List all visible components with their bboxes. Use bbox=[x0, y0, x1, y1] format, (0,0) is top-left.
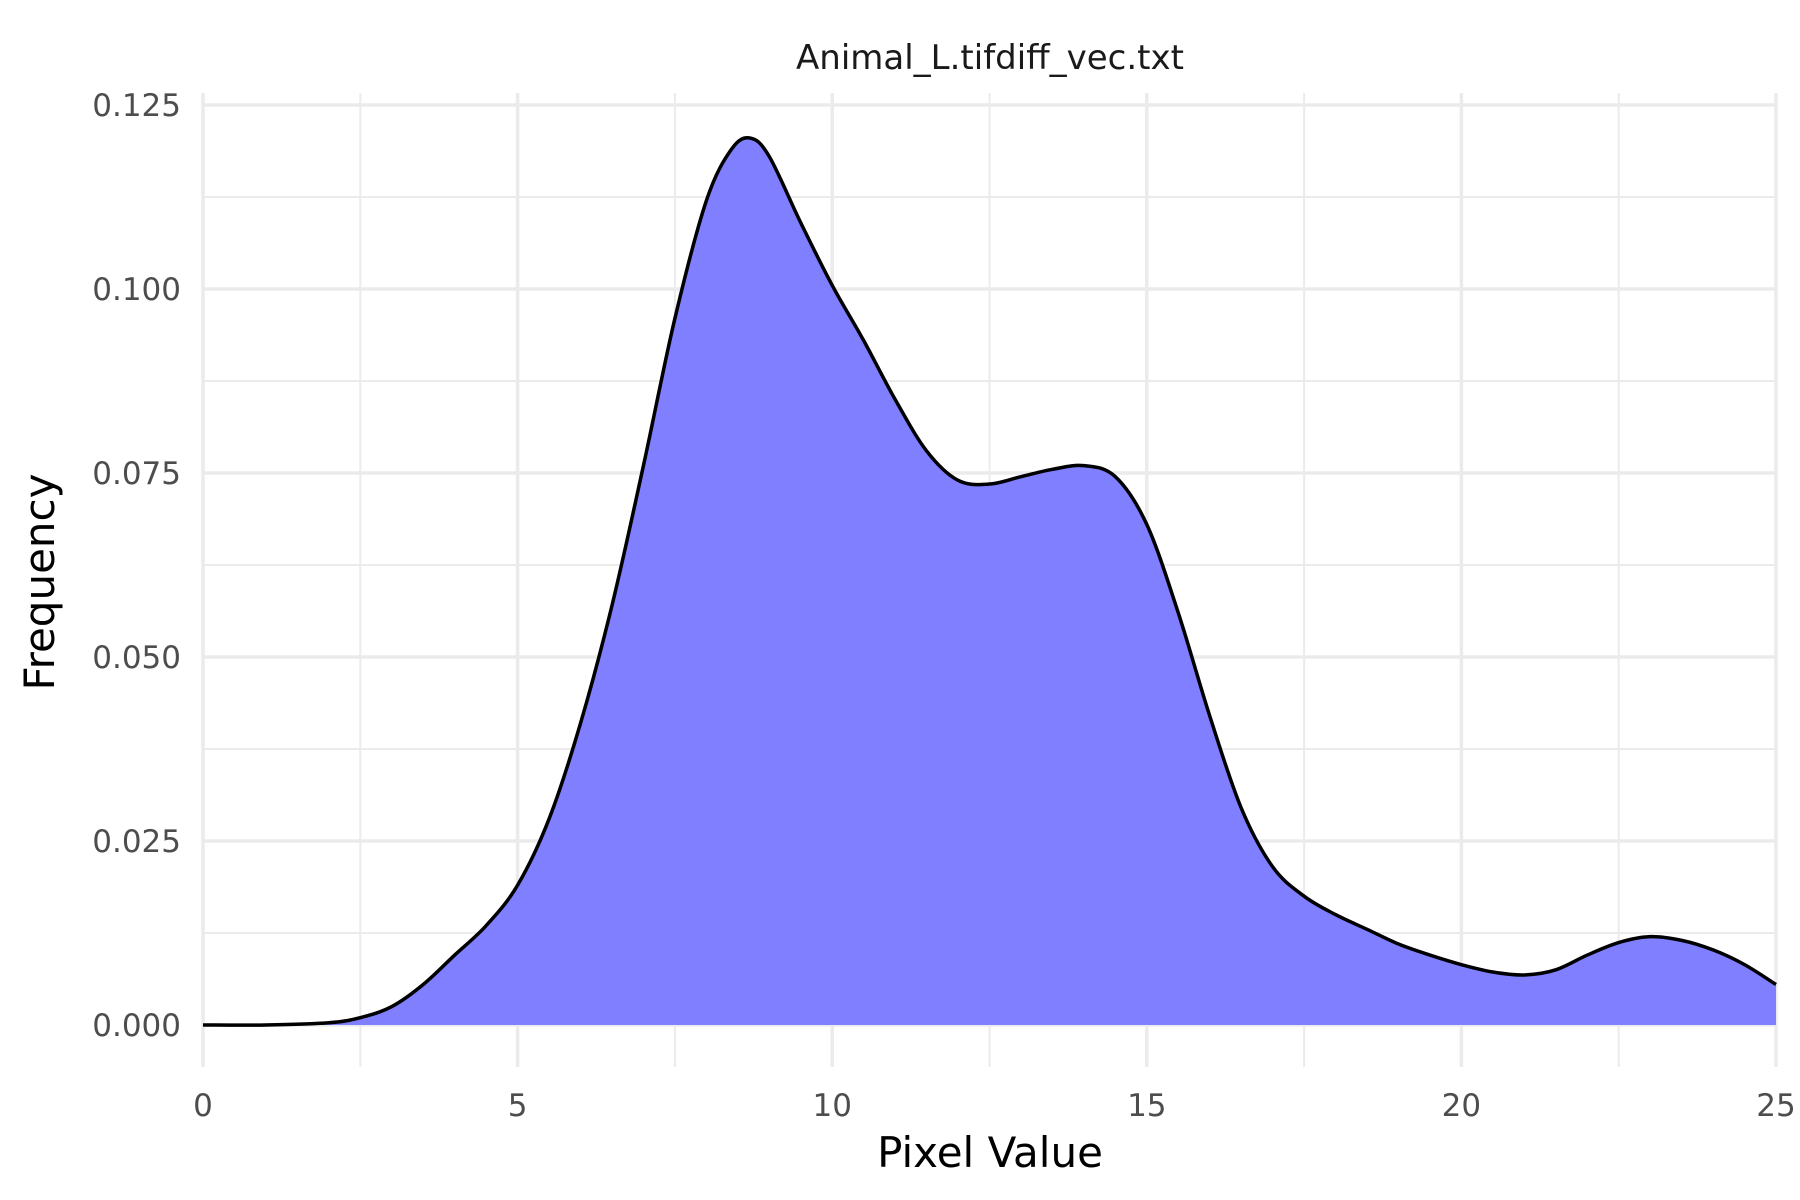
chart-title: Animal_L.tifdiff_vec.txt bbox=[796, 38, 1184, 78]
x-tick-label: 15 bbox=[1127, 1088, 1166, 1124]
y-axis-title: Frequency bbox=[15, 474, 64, 691]
y-tick-label: 0.075 bbox=[92, 456, 181, 492]
density-area bbox=[203, 137, 1776, 1026]
y-tick-label: 0.025 bbox=[92, 824, 181, 860]
x-tick-label: 20 bbox=[1442, 1088, 1481, 1124]
x-tick-label: 0 bbox=[193, 1088, 213, 1124]
axis-ticks: 0 5 10 15 20 25 0.000 0.025 0.050 0.075 0.100 0.125 bbox=[92, 88, 1795, 1124]
x-tick-label: 10 bbox=[812, 1088, 851, 1124]
y-tick-label: 0.000 bbox=[92, 1008, 181, 1044]
y-tick-label: 0.050 bbox=[92, 640, 181, 676]
x-tick-label: 25 bbox=[1756, 1088, 1795, 1124]
y-tick-label: 0.100 bbox=[92, 272, 181, 308]
x-axis-title: Pixel Value bbox=[877, 1128, 1103, 1177]
density-line bbox=[202, 136, 1777, 1027]
density-series bbox=[202, 136, 1777, 1027]
x-tick-label: 5 bbox=[508, 1088, 528, 1124]
y-tick-label: 0.125 bbox=[92, 88, 181, 124]
